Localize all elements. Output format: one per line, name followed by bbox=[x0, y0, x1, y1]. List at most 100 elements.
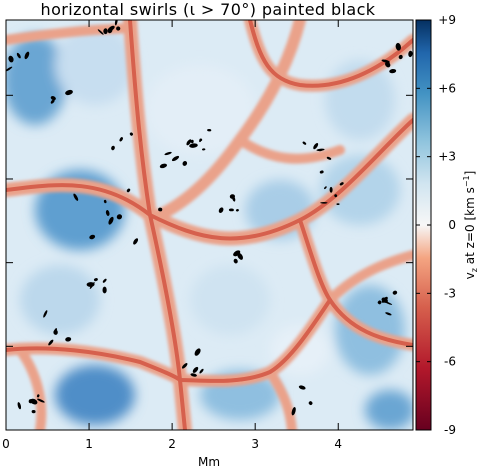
swirl-mask bbox=[381, 296, 388, 303]
colorbar-label-sub: z bbox=[470, 268, 478, 272]
swirl-mask bbox=[339, 182, 344, 186]
swirl-mask bbox=[102, 286, 107, 294]
swirl-mask bbox=[73, 193, 79, 201]
downflow-lane bbox=[265, 367, 297, 430]
swirl-mask bbox=[377, 300, 382, 305]
colorbar-label-sup: −1 bbox=[462, 175, 471, 187]
colorbar-label-v: v bbox=[463, 272, 477, 279]
swirl-mask bbox=[31, 409, 36, 414]
swirl-mask bbox=[111, 145, 115, 151]
swirl-mask bbox=[119, 137, 123, 142]
swirl-mask bbox=[114, 20, 118, 26]
swirl-mask bbox=[189, 143, 198, 148]
swirl-mask bbox=[182, 160, 188, 166]
swirl-mask bbox=[105, 210, 110, 216]
swirl-mask bbox=[89, 234, 96, 240]
x-tick-label: 2 bbox=[168, 437, 176, 451]
swirl-mask bbox=[16, 52, 21, 59]
swirl-mask bbox=[313, 142, 319, 150]
lane-core bbox=[248, 20, 413, 88]
colorbar-tick-label: -9 bbox=[444, 423, 456, 437]
colorbar-ticks: -9 -6 -3 0 +3 +6 +9 bbox=[416, 13, 456, 437]
swirl-mask bbox=[103, 199, 107, 204]
swirl-mask bbox=[103, 28, 108, 35]
swirl-mask bbox=[199, 139, 202, 143]
swirl-mask bbox=[324, 186, 327, 190]
swirl-mask bbox=[36, 394, 40, 398]
lane-core bbox=[6, 118, 413, 241]
swirl-mask bbox=[408, 50, 413, 58]
swirl-mask bbox=[24, 51, 30, 60]
downflow-lane bbox=[235, 135, 345, 164]
swirl-mask bbox=[192, 366, 199, 373]
swirl-mask bbox=[102, 278, 107, 283]
x-tick-labels: 0 1 2 3 4 bbox=[2, 437, 342, 451]
swirl-mask bbox=[133, 238, 139, 245]
swirl-mask bbox=[326, 156, 332, 160]
chart-title: horizontal swirls (ι > 70°) painted blac… bbox=[41, 0, 376, 19]
downflow-lane bbox=[15, 345, 47, 430]
colorbar-tick-label: +9 bbox=[438, 13, 456, 27]
downflow-lane-cores bbox=[6, 20, 413, 430]
swirl-mask bbox=[116, 214, 123, 220]
colorbar-label-end: ] bbox=[463, 171, 477, 176]
colorbar-tick-label: -6 bbox=[444, 355, 456, 369]
swirl-mask bbox=[86, 282, 95, 287]
colorbar-tick-label: +6 bbox=[438, 81, 456, 95]
swirl-mask bbox=[395, 42, 401, 51]
swirl-mask bbox=[291, 407, 296, 416]
swirl-mask bbox=[336, 203, 340, 206]
lane-core bbox=[178, 298, 332, 383]
swirl-mask bbox=[50, 99, 55, 104]
x-tick-label: 4 bbox=[334, 437, 342, 451]
swirl-mask bbox=[50, 96, 56, 101]
swirl-mask bbox=[28, 399, 33, 404]
colorbar-label-mid: at z=0 [km s bbox=[463, 187, 477, 268]
x-axis-label: Mm bbox=[198, 455, 220, 469]
heatmap-field bbox=[6, 20, 413, 430]
swirl-mask bbox=[171, 155, 180, 162]
swirl-mask bbox=[65, 89, 73, 96]
colorbar-tick-label: +3 bbox=[438, 150, 456, 164]
swirl-mask bbox=[37, 398, 45, 403]
swirl-mask bbox=[190, 139, 194, 144]
swirl-mask bbox=[8, 55, 14, 63]
swirl-mask bbox=[308, 401, 313, 405]
swirl-mask bbox=[398, 54, 403, 60]
swirl-mask bbox=[17, 402, 22, 410]
swirl-mask bbox=[232, 195, 236, 202]
swirl-mask bbox=[389, 68, 397, 74]
swirl-mask bbox=[233, 258, 238, 264]
colorbar-tick-label: 0 bbox=[448, 218, 456, 232]
swirl-mask bbox=[48, 339, 54, 346]
swirl-mask bbox=[385, 61, 391, 68]
swirl-mask bbox=[108, 216, 114, 225]
swirl-mask bbox=[43, 310, 48, 318]
swirl-mask bbox=[164, 151, 172, 156]
swirl-mask bbox=[65, 337, 72, 342]
swirl-mask bbox=[316, 148, 325, 151]
swirl-mask bbox=[329, 186, 333, 193]
swirl-mask bbox=[194, 348, 201, 356]
swirl-mask bbox=[233, 250, 241, 257]
downflow-lane bbox=[325, 250, 413, 305]
swirl-mask bbox=[97, 29, 104, 35]
swirl-mask bbox=[218, 207, 224, 214]
swirl-mask bbox=[129, 132, 133, 136]
colorbar-tick-label: -3 bbox=[444, 286, 456, 300]
swirl-mask bbox=[319, 170, 324, 174]
swirl-mask bbox=[385, 312, 392, 316]
plot-frame bbox=[5, 19, 414, 431]
x-tick-label: 1 bbox=[85, 437, 93, 451]
swirl-mask bbox=[190, 373, 197, 377]
x-tick-label: 0 bbox=[2, 437, 10, 451]
swirl-mask bbox=[107, 27, 113, 34]
swirl-mask bbox=[334, 194, 338, 198]
swirl-mask bbox=[298, 385, 306, 390]
x-tick-label: 3 bbox=[251, 437, 259, 451]
swirl-mask bbox=[392, 290, 398, 295]
swirl-mask-regions bbox=[6, 20, 413, 416]
colorbar-label: vz at z=0 [km s−1] bbox=[462, 171, 478, 280]
swirl-mask bbox=[207, 128, 212, 132]
